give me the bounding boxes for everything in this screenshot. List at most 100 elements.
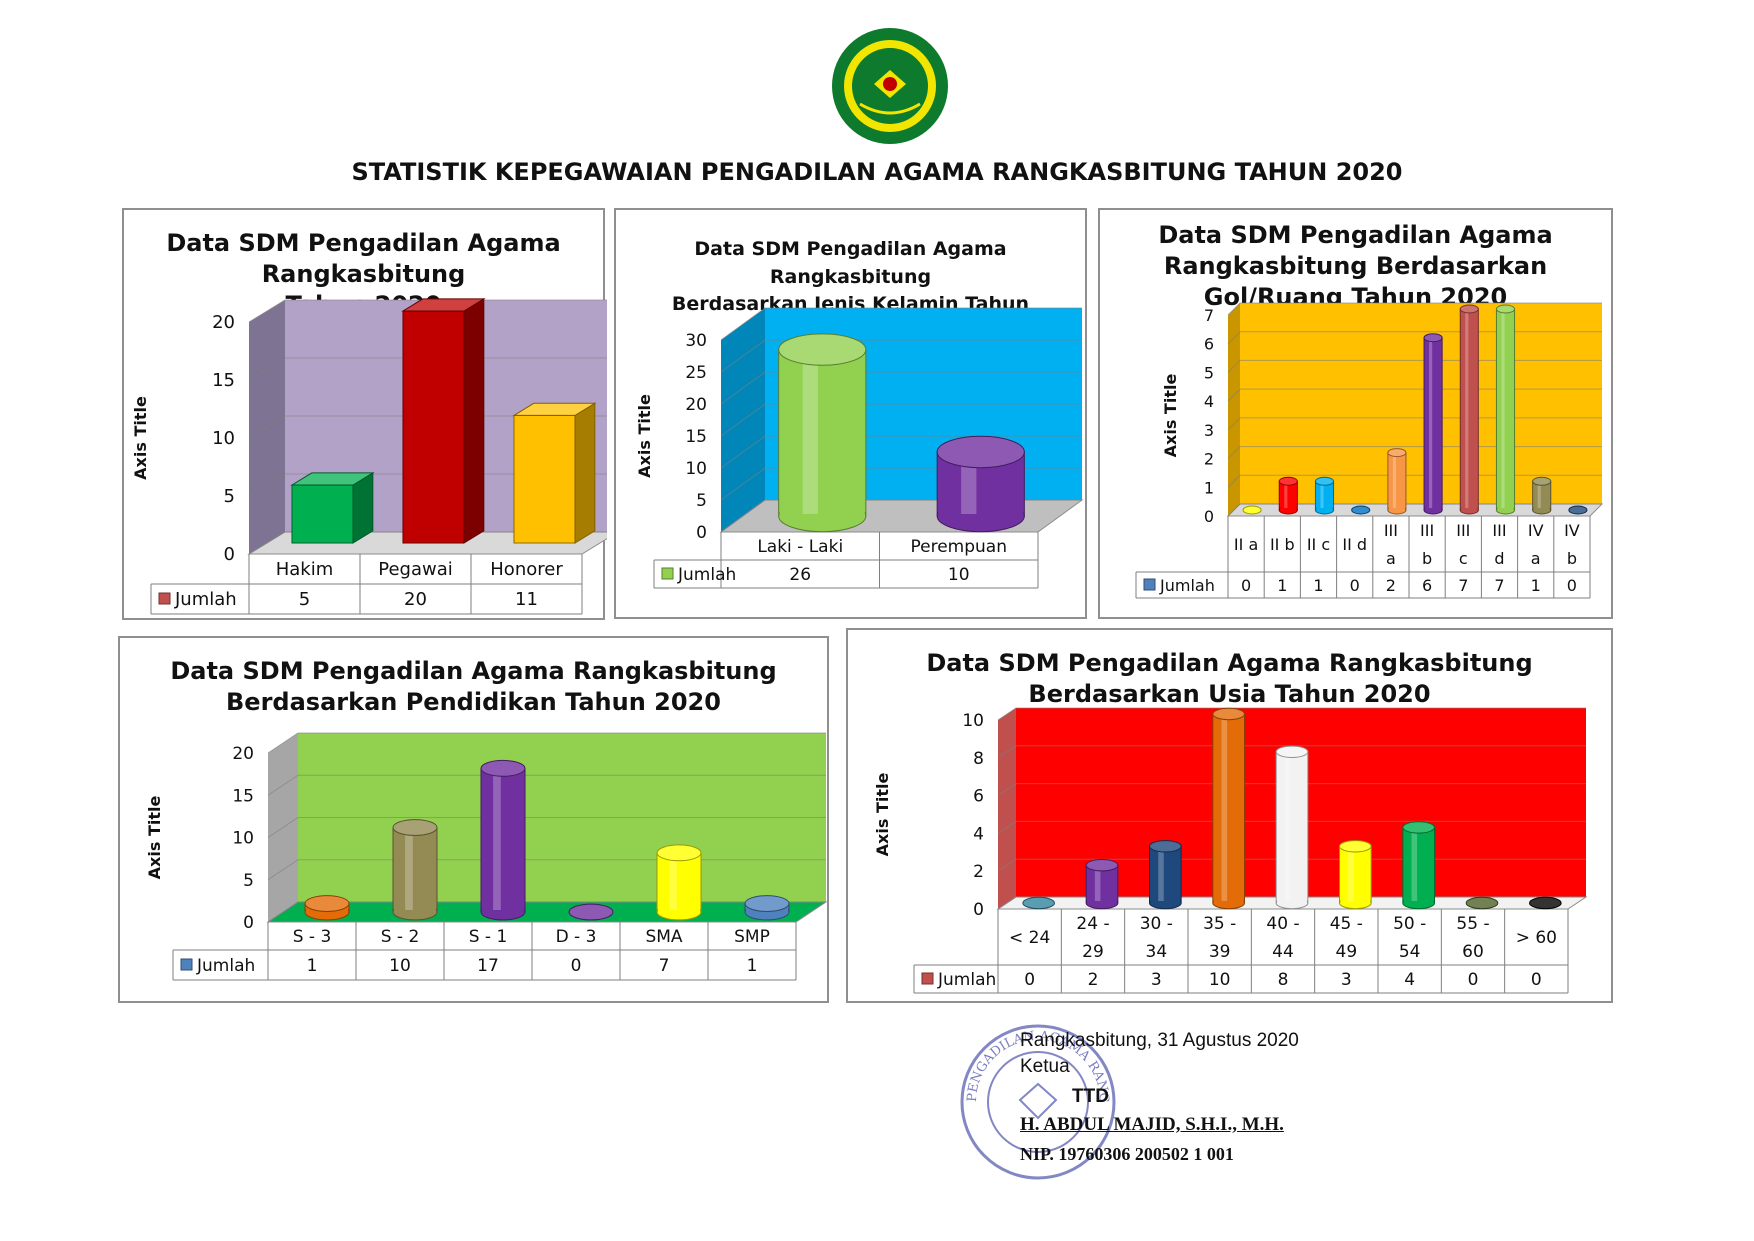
legend-key	[921, 972, 934, 985]
category-label: III	[1420, 521, 1434, 540]
data-label: 6	[1422, 576, 1432, 595]
category-label: Honorer	[490, 559, 563, 580]
data-label: 10	[1209, 970, 1231, 990]
gridline	[1227, 417, 1602, 431]
category-label: III	[1492, 521, 1506, 540]
bar-top	[1149, 840, 1182, 853]
category-label: D - 3	[556, 927, 597, 947]
bar-fill	[1280, 481, 1297, 510]
bar-fill	[1388, 452, 1405, 510]
bar-highlight	[1320, 483, 1324, 508]
y-tick-label: 0	[1204, 507, 1214, 526]
data-label: 20	[404, 589, 427, 610]
bar-highlight	[1284, 753, 1291, 901]
bar-highlight	[1158, 848, 1164, 901]
bar-fill	[1213, 714, 1244, 903]
chart-title-line: Rangkasbitung	[769, 265, 932, 288]
bar-fill	[1403, 827, 1434, 903]
category-label: a	[1386, 549, 1396, 568]
category-label: 60	[1462, 942, 1484, 962]
gridline	[997, 896, 1586, 910]
data-label: 0	[571, 956, 582, 976]
category-label: IV	[1528, 521, 1544, 540]
bar-top	[1402, 821, 1436, 834]
bar-top	[1568, 505, 1588, 515]
y-tick-label: 0	[224, 544, 235, 565]
legend-key	[661, 567, 674, 580]
bar-top	[1278, 476, 1298, 486]
category-label: 34	[1146, 942, 1168, 962]
data-label: 17	[477, 956, 499, 976]
bar-highlight	[669, 854, 677, 910]
bar-fill	[1533, 481, 1550, 510]
y-tick-label: 10	[685, 459, 707, 479]
data-label: 0	[1241, 576, 1251, 595]
category-label: d	[1494, 549, 1504, 568]
gridline	[720, 371, 1082, 405]
y-tick-label: 6	[1204, 335, 1214, 354]
y-tick-label: 10	[962, 711, 984, 731]
bar-top	[656, 844, 702, 862]
gridline	[248, 299, 607, 323]
gridline	[997, 745, 1586, 759]
y-tick-label: 7	[1204, 306, 1214, 325]
category-label: III	[1456, 521, 1470, 540]
y-tick-label: 15	[232, 786, 254, 806]
gridline	[997, 707, 1586, 721]
y-axis-title: Axis Title	[635, 394, 654, 478]
data-label: 3	[1341, 970, 1352, 990]
data-label: 1	[747, 956, 758, 976]
category-label: Perempuan	[911, 537, 1008, 557]
bar-top	[401, 298, 486, 312]
category-label: S - 2	[381, 927, 420, 947]
court-stamp: PENGADILAN AGAMA RANGKASBITUNG	[958, 1022, 1116, 1180]
category-label: 30 -	[1140, 914, 1173, 934]
category-label: II c	[1307, 535, 1330, 554]
bar-highlight	[1392, 454, 1396, 508]
y-tick-label: 5	[224, 486, 235, 507]
category-label: 44	[1272, 942, 1294, 962]
chart-floor	[719, 499, 1084, 533]
category-label: 55 -	[1456, 914, 1489, 934]
category-label: 45 -	[1330, 914, 1363, 934]
data-label: 11	[515, 589, 538, 610]
chart-title-line: Data SDM Pengadilan Agama Rangkasbitung	[170, 657, 777, 685]
bar-top	[1387, 448, 1407, 458]
bar-fill	[1340, 846, 1371, 903]
data-label: 10	[389, 956, 411, 976]
y-tick-label: 20	[685, 395, 707, 415]
gridline	[1227, 503, 1602, 517]
gridline	[267, 817, 826, 838]
chart-panel-golongan: Data SDM Pengadilan Agama Rangkasbitung …	[1098, 208, 1613, 619]
legend-label: Jumlah	[937, 970, 996, 990]
y-tick-label: 30	[685, 331, 707, 351]
chart-sdm: 0 5 10 15 20 Axis Title Jumlah Hakim 5 Pegawai 20 H…	[131, 298, 607, 615]
category-label: b	[1422, 549, 1432, 568]
category-label: II d	[1342, 535, 1367, 554]
chart-title: Data SDM Pengadilan Agama Rangkasbitung …	[848, 648, 1611, 710]
bar	[291, 484, 354, 544]
bar-top	[1529, 896, 1562, 910]
chart-side-wall	[1228, 303, 1240, 516]
signature-block: Rangkasbitung, 31 Agustus 2020 Ketua TTD…	[1020, 1030, 1299, 1165]
y-tick-label: 20	[232, 744, 254, 764]
bar-highlight	[405, 829, 413, 910]
chart-golongan: 0 1 2 3 4 5 6 7 Axis Title Jumlah II a 0 II b 1 II c 1 I…	[1135, 302, 1604, 599]
gridline	[1227, 446, 1602, 459]
y-tick-label: 0	[696, 523, 707, 543]
signatory-name: H. ABDUL MAJID, S.H.I., M.H.	[1020, 1114, 1284, 1135]
data-label: 1	[1277, 576, 1287, 595]
bar-fill	[482, 768, 524, 912]
data-label: 4	[1404, 970, 1415, 990]
data-label: 5	[299, 589, 310, 610]
bar-fill	[1277, 751, 1307, 903]
gridline	[720, 307, 1082, 341]
bar-highlight	[1348, 848, 1354, 901]
category-label: 54	[1399, 942, 1421, 962]
chart-panel-sdm: Data SDM Pengadilan Agama Rangkasbitung …	[122, 208, 607, 620]
y-tick-label: 5	[243, 871, 254, 891]
gridline	[248, 473, 607, 497]
y-tick-label: 1	[1204, 478, 1214, 497]
gridline	[267, 774, 826, 796]
